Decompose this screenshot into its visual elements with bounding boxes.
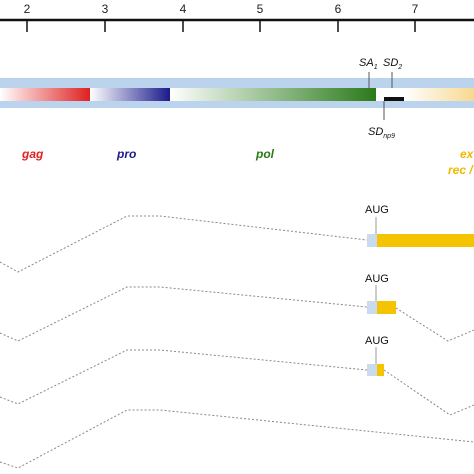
gene-label-env: ex: [460, 147, 474, 161]
utr-box: [367, 301, 377, 314]
splice-line: [0, 215, 368, 273]
aug-label: AUG: [365, 273, 389, 285]
utr-box: [367, 364, 377, 376]
splice-line: [383, 369, 474, 416]
scale-axis: 2 3 4 5 6 7: [0, 2, 474, 32]
splice-line: [0, 286, 368, 342]
axis-tick-label-2: 2: [24, 2, 31, 16]
splice-sites: SA1 SD2 SDnp9: [359, 57, 402, 140]
env-region: [404, 88, 474, 101]
gag-region: [0, 88, 90, 101]
gene-label-gag: gag: [21, 147, 44, 161]
axis-tick-label-4: 4: [180, 2, 187, 16]
transcript-2: AUG: [0, 273, 474, 342]
splice-line: [0, 409, 474, 469]
axis-tick-label-5: 5: [257, 2, 264, 16]
gene-label-rec: rec /: [448, 163, 474, 177]
transcript-1: AUG: [0, 204, 474, 273]
sa1-label: SA1: [359, 57, 378, 71]
axis-tick-label-7: 7: [412, 2, 419, 16]
gene-labels: gag pro pol ex rec /: [21, 147, 474, 177]
pol-region: [170, 88, 376, 101]
sdnp9-label: SDnp9: [368, 126, 395, 140]
axis-ticks: [26, 20, 416, 32]
transcript-3: AUG: [0, 335, 474, 416]
genome-bar: [0, 78, 474, 108]
transcript-4: [0, 409, 474, 469]
aug-label: AUG: [365, 204, 389, 216]
gene-label-pol: pol: [255, 147, 275, 161]
gene-label-pro: pro: [116, 147, 136, 161]
axis-tick-label-6: 6: [335, 2, 342, 16]
axis-tick-label-3: 3: [102, 2, 109, 16]
sd-np9-marker: [384, 97, 404, 101]
utr-box: [367, 234, 377, 247]
orf-box: [377, 364, 384, 376]
orf-box: [377, 301, 396, 314]
sd2-label: SD2: [383, 57, 402, 71]
orf-box: [377, 234, 474, 247]
splice-line: [0, 349, 368, 405]
splice-line: [395, 307, 474, 342]
pro-region: [90, 88, 170, 101]
aug-label: AUG: [365, 335, 389, 347]
